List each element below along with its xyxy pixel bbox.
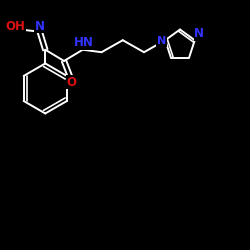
Text: N: N — [157, 36, 166, 46]
Text: OH: OH — [6, 20, 25, 33]
Text: HN: HN — [74, 36, 94, 49]
Text: N: N — [194, 28, 204, 40]
Text: N: N — [35, 20, 45, 33]
Text: O: O — [66, 76, 76, 89]
